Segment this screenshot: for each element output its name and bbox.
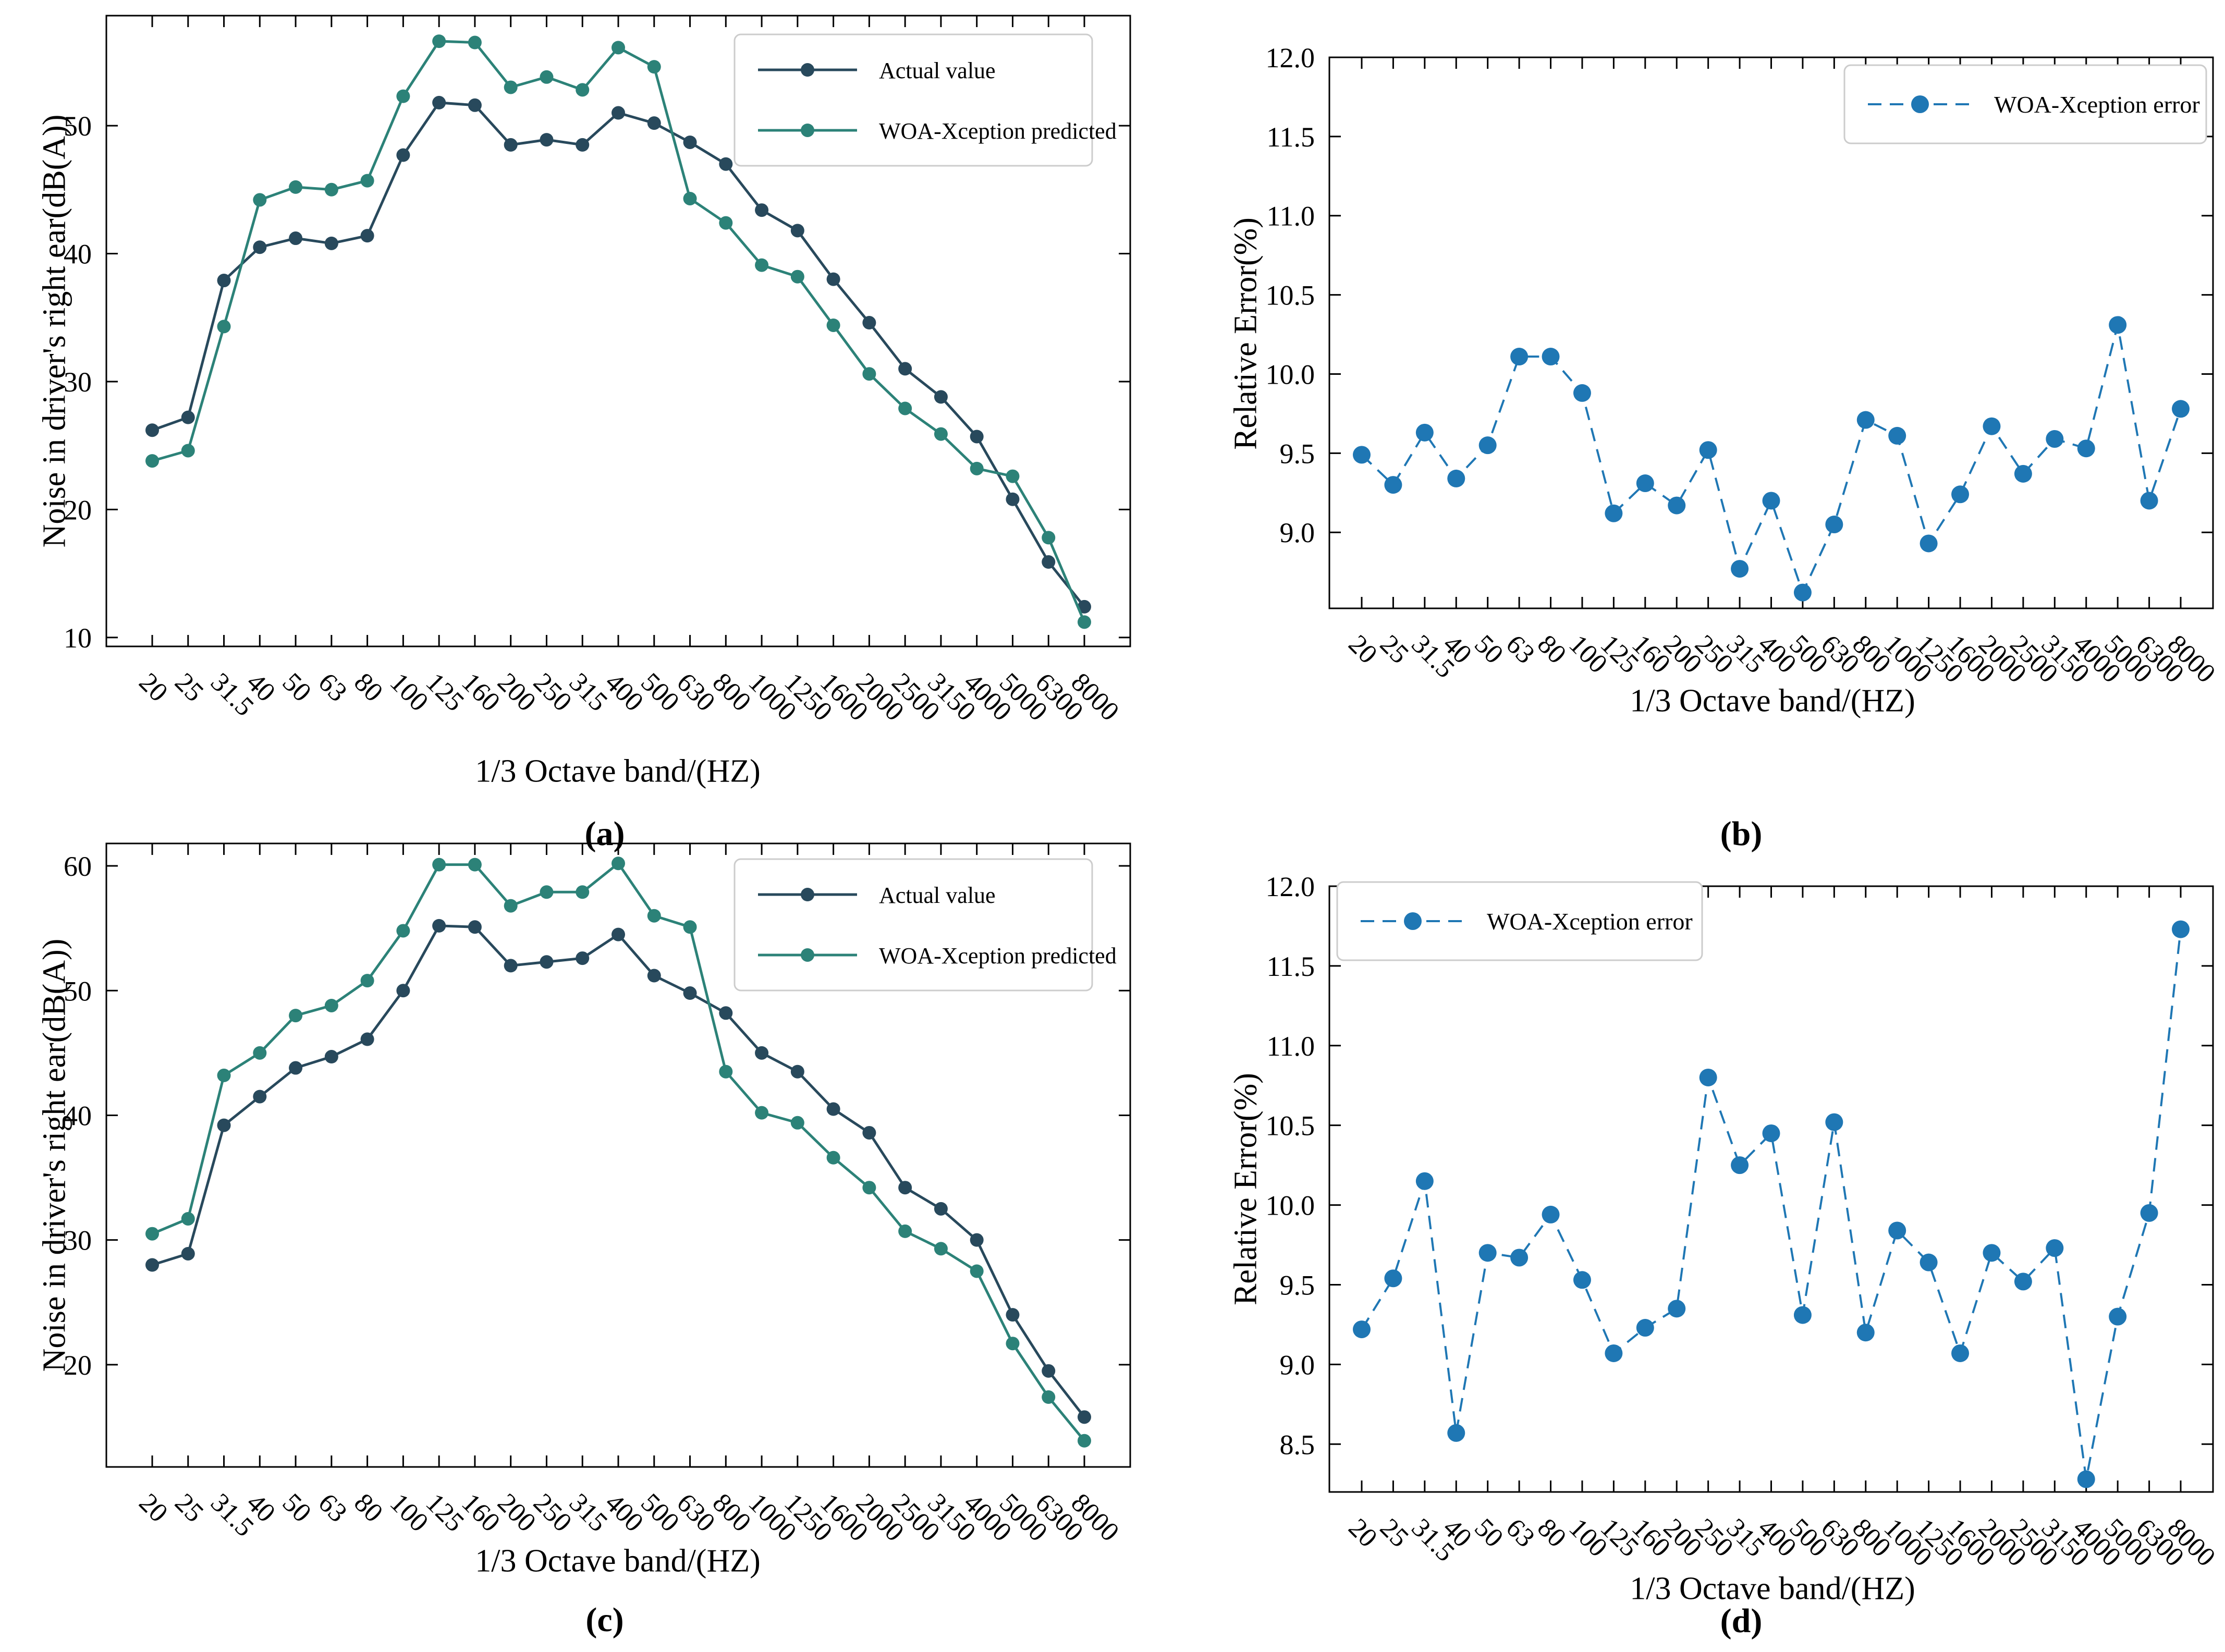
plot-frame-d bbox=[1328, 885, 2214, 1493]
y-tick-label: 10.5 bbox=[1266, 280, 1315, 311]
y-tick-label: 50 bbox=[64, 975, 92, 1007]
panel-a-ylabel: Noise in driver's right ear(dB(A)) bbox=[36, 114, 72, 548]
y-ticks-a bbox=[106, 125, 1130, 639]
y-tick-label: 12.0 bbox=[1266, 871, 1315, 902]
x-tick-label: 25 bbox=[169, 1488, 209, 1528]
series-line-woa-xception-error-b bbox=[1361, 324, 2182, 595]
legend-swatch-marker bbox=[1911, 95, 1929, 113]
panel-a: 202531.540506380100125160200250315400500… bbox=[64, 15, 1131, 727]
legend-d: WOA-Xception error bbox=[1336, 881, 1703, 961]
y-tick-label: 9.5 bbox=[1280, 1269, 1315, 1301]
y-tick-label: 40 bbox=[64, 239, 92, 270]
panel-b-ylabel: Relative Error(%) bbox=[1228, 217, 1264, 450]
panel-b-xlabel: 1/3 Octave band/(HZ) bbox=[1630, 683, 1915, 719]
series-markers-woa-xception-predicted-c bbox=[145, 856, 1091, 1448]
panel-a-caption: (a) bbox=[584, 815, 625, 853]
series-markers-woa-xception-predicted-a bbox=[145, 34, 1091, 629]
x-tick-label: 20 bbox=[133, 1488, 174, 1528]
y-tick-labels-c: 20 30 40 50 60 bbox=[64, 851, 92, 1381]
y-tick-label: 30 bbox=[64, 1225, 92, 1256]
legend-entry-label: Actual value bbox=[879, 58, 996, 83]
panel-c-xlabel: 1/3 Octave band/(HZ) bbox=[475, 1543, 761, 1579]
legend-box-b bbox=[1843, 64, 2207, 144]
panel-c-caption: (c) bbox=[585, 1601, 624, 1639]
legend-entry-label: WOA-Xception error bbox=[1994, 91, 2200, 118]
y-tick-label: 10.0 bbox=[1266, 1190, 1315, 1221]
legend-swatch-marker bbox=[1404, 912, 1422, 930]
legend-swatch-marker bbox=[801, 888, 814, 902]
series-markers-woa-xception-error-d bbox=[1353, 920, 2190, 1488]
panel-b: 202531.540506380100125160200250315400500… bbox=[1266, 42, 2221, 689]
panel-c: 202531.540506380100125160200250315400500… bbox=[64, 842, 1131, 1547]
panel-d-xlabel: 1/3 Octave band/(HZ) bbox=[1630, 1571, 1915, 1607]
y-tick-label: 60 bbox=[64, 851, 92, 882]
legend-b: WOA-Xception error bbox=[1843, 64, 2207, 144]
y-ticks-d bbox=[1329, 885, 2213, 1445]
y-tick-label: 10.5 bbox=[1266, 1110, 1315, 1142]
y-tick-label: 50 bbox=[64, 111, 92, 142]
y-tick-labels-a: 10 20 30 40 50 bbox=[64, 111, 92, 654]
y-ticks-c bbox=[106, 865, 1130, 1366]
y-tick-label: 10.0 bbox=[1266, 359, 1315, 390]
y-tick-label: 11.5 bbox=[1267, 121, 1315, 153]
y-tick-label: 40 bbox=[64, 1100, 92, 1131]
x-tick-label: 50 bbox=[277, 1488, 317, 1528]
panel-a-xlabel: 1/3 Octave band/(HZ) bbox=[475, 753, 761, 789]
x-tick-label: 63 bbox=[312, 667, 352, 707]
legend-swatch-marker bbox=[801, 123, 814, 137]
legend-swatch-marker bbox=[801, 948, 814, 962]
x-tick-label: 63 bbox=[312, 1488, 352, 1528]
x-ticks-a bbox=[151, 16, 1085, 646]
y-tick-label: 10 bbox=[64, 622, 92, 654]
y-tick-label: 8.5 bbox=[1280, 1429, 1315, 1460]
y-tick-label: 9.0 bbox=[1280, 517, 1315, 548]
x-tick-label: 20 bbox=[133, 667, 174, 707]
x-tick-labels-d: 202531.540506380100125160200250315400500… bbox=[1343, 1513, 2221, 1572]
panel-d: 202531.540506380100125160200250315400500… bbox=[1266, 871, 2221, 1572]
legend-entry-label: WOA-Xception predicted bbox=[879, 943, 1117, 969]
series-markers-actual-value-c bbox=[145, 919, 1091, 1424]
y-tick-label: 11.5 bbox=[1267, 951, 1315, 982]
panel-b-caption: (b) bbox=[1720, 815, 1763, 853]
legend-swatch-marker bbox=[801, 63, 814, 77]
legend-a: Actual value WOA-Xception predicted bbox=[733, 33, 1117, 167]
legend-c: Actual value WOA-Xception predicted bbox=[733, 858, 1117, 992]
y-tick-labels-b: 9.0 9.5 10.0 10.5 11.0 11.5 12.0 bbox=[1266, 42, 1315, 548]
legend-entry-label: WOA-Xception error bbox=[1487, 908, 1693, 935]
panel-d-ylabel: Relative Error(%) bbox=[1228, 1073, 1264, 1305]
y-tick-label: 11.0 bbox=[1267, 201, 1315, 232]
x-tick-labels-b: 202531.540506380100125160200250315400500… bbox=[1343, 629, 2221, 689]
legend-box-c bbox=[733, 858, 1093, 992]
y-tick-label: 11.0 bbox=[1267, 1031, 1315, 1062]
y-tick-label: 20 bbox=[64, 1350, 92, 1381]
y-tick-label: 12.0 bbox=[1266, 42, 1315, 74]
x-tick-label: 80 bbox=[348, 1488, 388, 1528]
series-markers-actual-value-a bbox=[145, 95, 1091, 614]
y-tick-label: 9.5 bbox=[1280, 438, 1315, 469]
series-line-woa-xception-error-d bbox=[1361, 929, 2182, 1479]
x-tick-label: 80 bbox=[348, 667, 388, 707]
legend-entry-label: WOA-Xception predicted bbox=[879, 118, 1117, 144]
legend-box-d bbox=[1336, 881, 1703, 961]
y-tick-label: 20 bbox=[64, 494, 92, 525]
x-tick-labels-a: 202531.540506380100125160200250315400500… bbox=[133, 667, 1125, 727]
x-tick-label: 50 bbox=[277, 667, 317, 707]
plot-frame-b bbox=[1328, 56, 2214, 609]
y-tick-label: 30 bbox=[64, 366, 92, 398]
legend-box-a bbox=[733, 33, 1093, 167]
x-ticks-c bbox=[151, 843, 1085, 1467]
y-tick-label: 9.0 bbox=[1280, 1349, 1315, 1380]
x-tick-label: 25 bbox=[169, 667, 209, 707]
legend-entry-label: Actual value bbox=[879, 883, 996, 908]
panel-d-caption: (d) bbox=[1720, 1602, 1763, 1640]
series-markers-woa-xception-error-b bbox=[1353, 316, 2190, 602]
panel-c-ylabel: Noise in driver's right ear(dB(A)) bbox=[36, 938, 72, 1372]
y-tick-labels-d: 8.5 9.0 9.5 10.0 10.5 11.0 11.5 12.0 bbox=[1266, 871, 1315, 1460]
x-tick-labels-c: 202531.540506380100125160200250315400500… bbox=[133, 1488, 1125, 1547]
